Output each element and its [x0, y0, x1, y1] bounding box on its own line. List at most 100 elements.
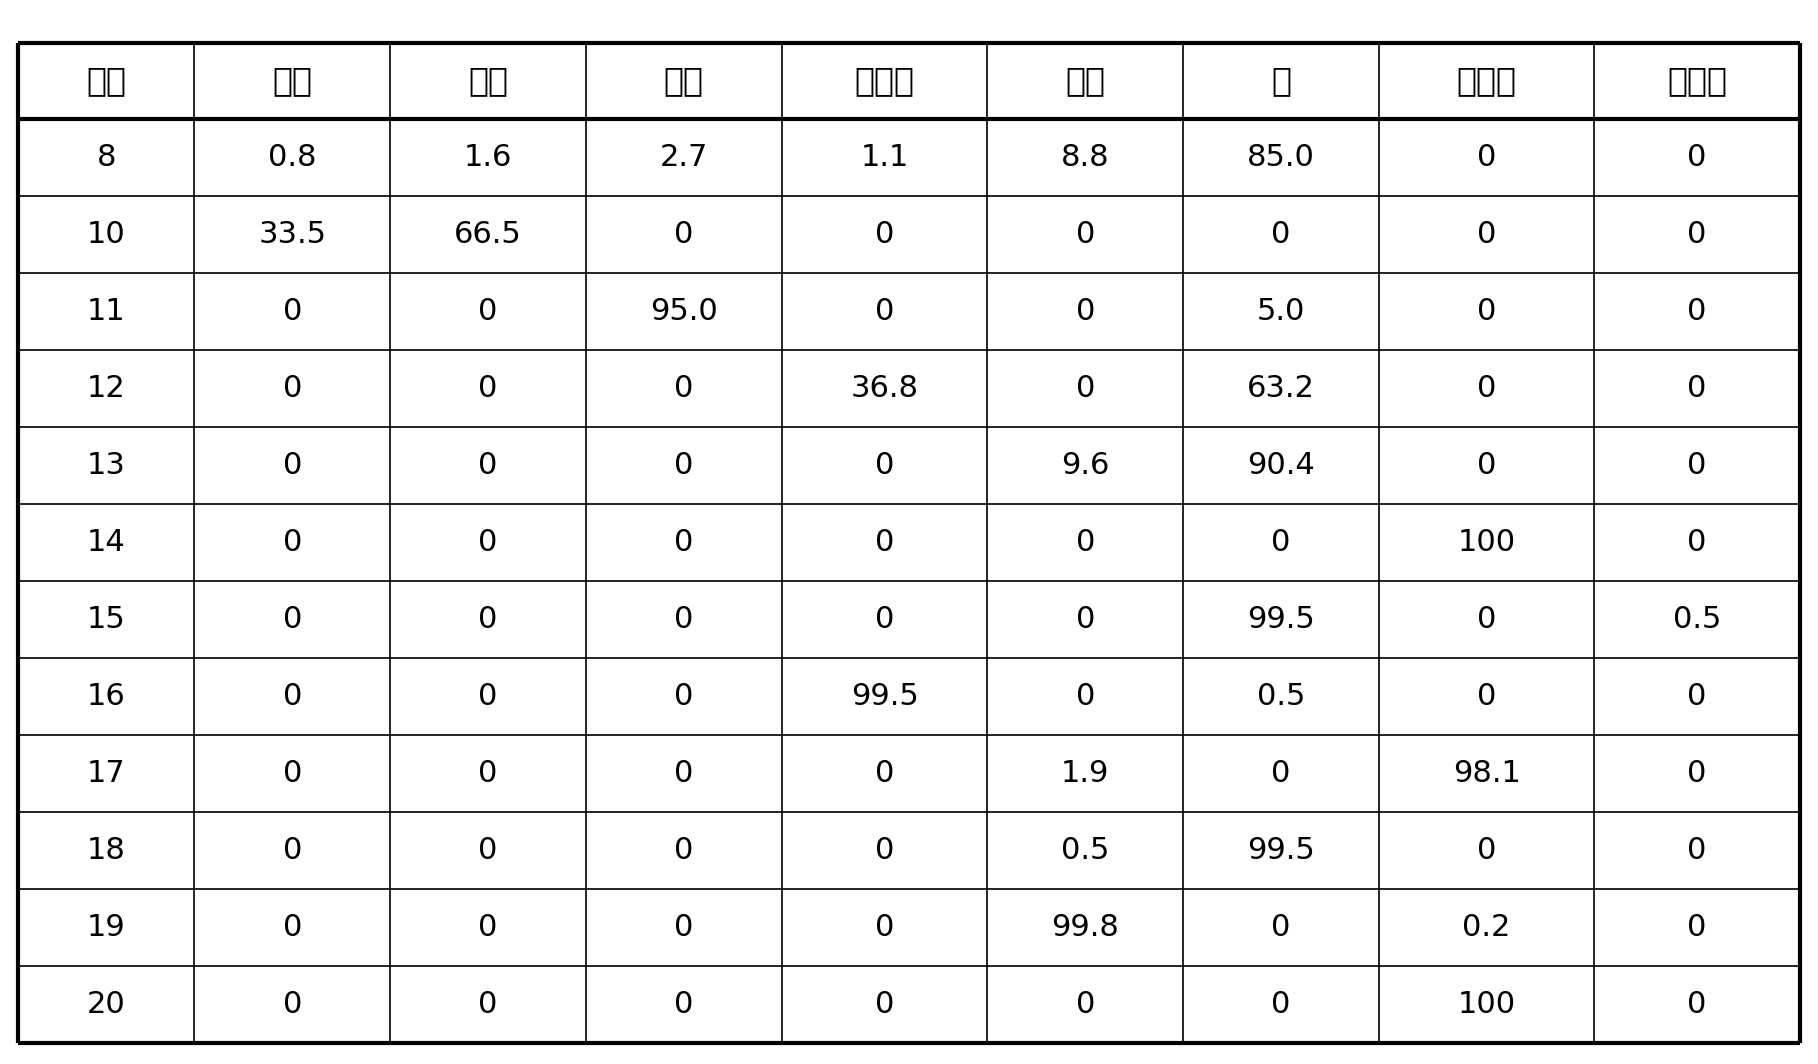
Text: 18: 18: [87, 836, 125, 865]
Text: 0: 0: [1271, 528, 1291, 558]
Text: 0: 0: [674, 451, 693, 480]
Text: 0: 0: [478, 375, 498, 403]
Text: 8.8: 8.8: [1062, 144, 1109, 172]
Text: 甲醇: 甲醇: [467, 65, 507, 98]
Text: 99.5: 99.5: [1247, 836, 1314, 865]
Text: 0: 0: [282, 375, 302, 403]
Text: 0: 0: [282, 913, 302, 942]
Text: 0.5: 0.5: [1256, 682, 1305, 711]
Text: 0: 0: [1076, 375, 1094, 403]
Text: 0: 0: [1687, 682, 1707, 711]
Text: 0: 0: [282, 759, 302, 788]
Text: 乙醇: 乙醇: [664, 65, 704, 98]
Text: 0: 0: [1271, 913, 1291, 942]
Text: 0: 0: [282, 451, 302, 480]
Text: 0: 0: [674, 220, 693, 249]
Text: 1.6: 1.6: [464, 144, 513, 172]
Text: 33.5: 33.5: [258, 220, 325, 249]
Text: 14: 14: [87, 528, 125, 558]
Text: 丙酮: 丙酮: [273, 65, 313, 98]
Text: 0: 0: [478, 836, 498, 865]
Text: 0: 0: [1076, 220, 1094, 249]
Text: 85.0: 85.0: [1247, 144, 1314, 172]
Text: 0: 0: [1271, 990, 1291, 1018]
Text: 100: 100: [1458, 990, 1516, 1018]
Text: 98.1: 98.1: [1453, 759, 1520, 788]
Text: 0: 0: [478, 528, 498, 558]
Text: 0: 0: [874, 836, 894, 865]
Text: 0: 0: [478, 605, 498, 634]
Text: 19: 19: [87, 913, 125, 942]
Text: 15: 15: [87, 605, 125, 634]
Text: 2.7: 2.7: [660, 144, 707, 172]
Text: 醋酸: 醋酸: [1065, 65, 1105, 98]
Text: 66.5: 66.5: [454, 220, 522, 249]
Text: 0: 0: [282, 605, 302, 634]
Text: 0: 0: [1271, 759, 1291, 788]
Text: 0.5: 0.5: [1062, 836, 1109, 865]
Text: 0: 0: [478, 913, 498, 942]
Text: 12: 12: [87, 375, 125, 403]
Text: 0: 0: [1076, 990, 1094, 1018]
Text: 99.5: 99.5: [851, 682, 918, 711]
Text: 0: 0: [874, 528, 894, 558]
Text: 5.0: 5.0: [1256, 297, 1305, 327]
Text: 0: 0: [874, 297, 894, 327]
Text: 0: 0: [674, 605, 693, 634]
Text: 1.1: 1.1: [860, 144, 909, 172]
Text: 0: 0: [1076, 528, 1094, 558]
Text: 0: 0: [874, 451, 894, 480]
Text: 0: 0: [1476, 605, 1496, 634]
Text: 0: 0: [1076, 605, 1094, 634]
Text: 0: 0: [1687, 220, 1707, 249]
Text: 0: 0: [674, 836, 693, 865]
Text: 0: 0: [1476, 220, 1496, 249]
Text: 0.2: 0.2: [1462, 913, 1511, 942]
Text: 0: 0: [478, 759, 498, 788]
Text: 0: 0: [1687, 836, 1707, 865]
Text: 0: 0: [1476, 144, 1496, 172]
Text: 9.6: 9.6: [1062, 451, 1109, 480]
Text: 物流: 物流: [85, 65, 125, 98]
Text: 0: 0: [674, 682, 693, 711]
Text: 0: 0: [1476, 682, 1496, 711]
Text: 0: 0: [874, 605, 894, 634]
Text: 0: 0: [1076, 297, 1094, 327]
Text: 0: 0: [282, 297, 302, 327]
Text: 0: 0: [874, 759, 894, 788]
Text: 0: 0: [874, 990, 894, 1018]
Text: 0: 0: [1476, 451, 1496, 480]
Text: 正丙醇: 正丙醇: [854, 65, 914, 98]
Text: 0: 0: [674, 913, 693, 942]
Text: 0: 0: [478, 990, 498, 1018]
Text: 0: 0: [1271, 220, 1291, 249]
Text: 0: 0: [674, 759, 693, 788]
Text: 0: 0: [1687, 144, 1707, 172]
Text: 0: 0: [874, 913, 894, 942]
Text: 0: 0: [674, 375, 693, 403]
Text: 95.0: 95.0: [651, 297, 718, 327]
Text: 0: 0: [1476, 836, 1496, 865]
Text: 1.9: 1.9: [1062, 759, 1109, 788]
Text: 0: 0: [674, 990, 693, 1018]
Text: 17: 17: [87, 759, 125, 788]
Text: 90.4: 90.4: [1247, 451, 1314, 480]
Text: 0: 0: [1687, 451, 1707, 480]
Text: 0: 0: [674, 528, 693, 558]
Text: 10: 10: [87, 220, 125, 249]
Text: 0: 0: [282, 528, 302, 558]
Text: 0: 0: [1687, 990, 1707, 1018]
Text: 0: 0: [282, 990, 302, 1018]
Text: 63.2: 63.2: [1247, 375, 1314, 403]
Text: 0: 0: [1687, 913, 1707, 942]
Text: 0: 0: [282, 682, 302, 711]
Text: 8: 8: [96, 144, 116, 172]
Text: 36.8: 36.8: [851, 375, 918, 403]
Text: 0: 0: [1687, 375, 1707, 403]
Text: 99.5: 99.5: [1247, 605, 1314, 634]
Text: 0: 0: [478, 297, 498, 327]
Text: 13: 13: [87, 451, 125, 480]
Text: 0.8: 0.8: [267, 144, 316, 172]
Text: 0: 0: [1076, 682, 1094, 711]
Text: 叔丁胺: 叔丁胺: [1456, 65, 1516, 98]
